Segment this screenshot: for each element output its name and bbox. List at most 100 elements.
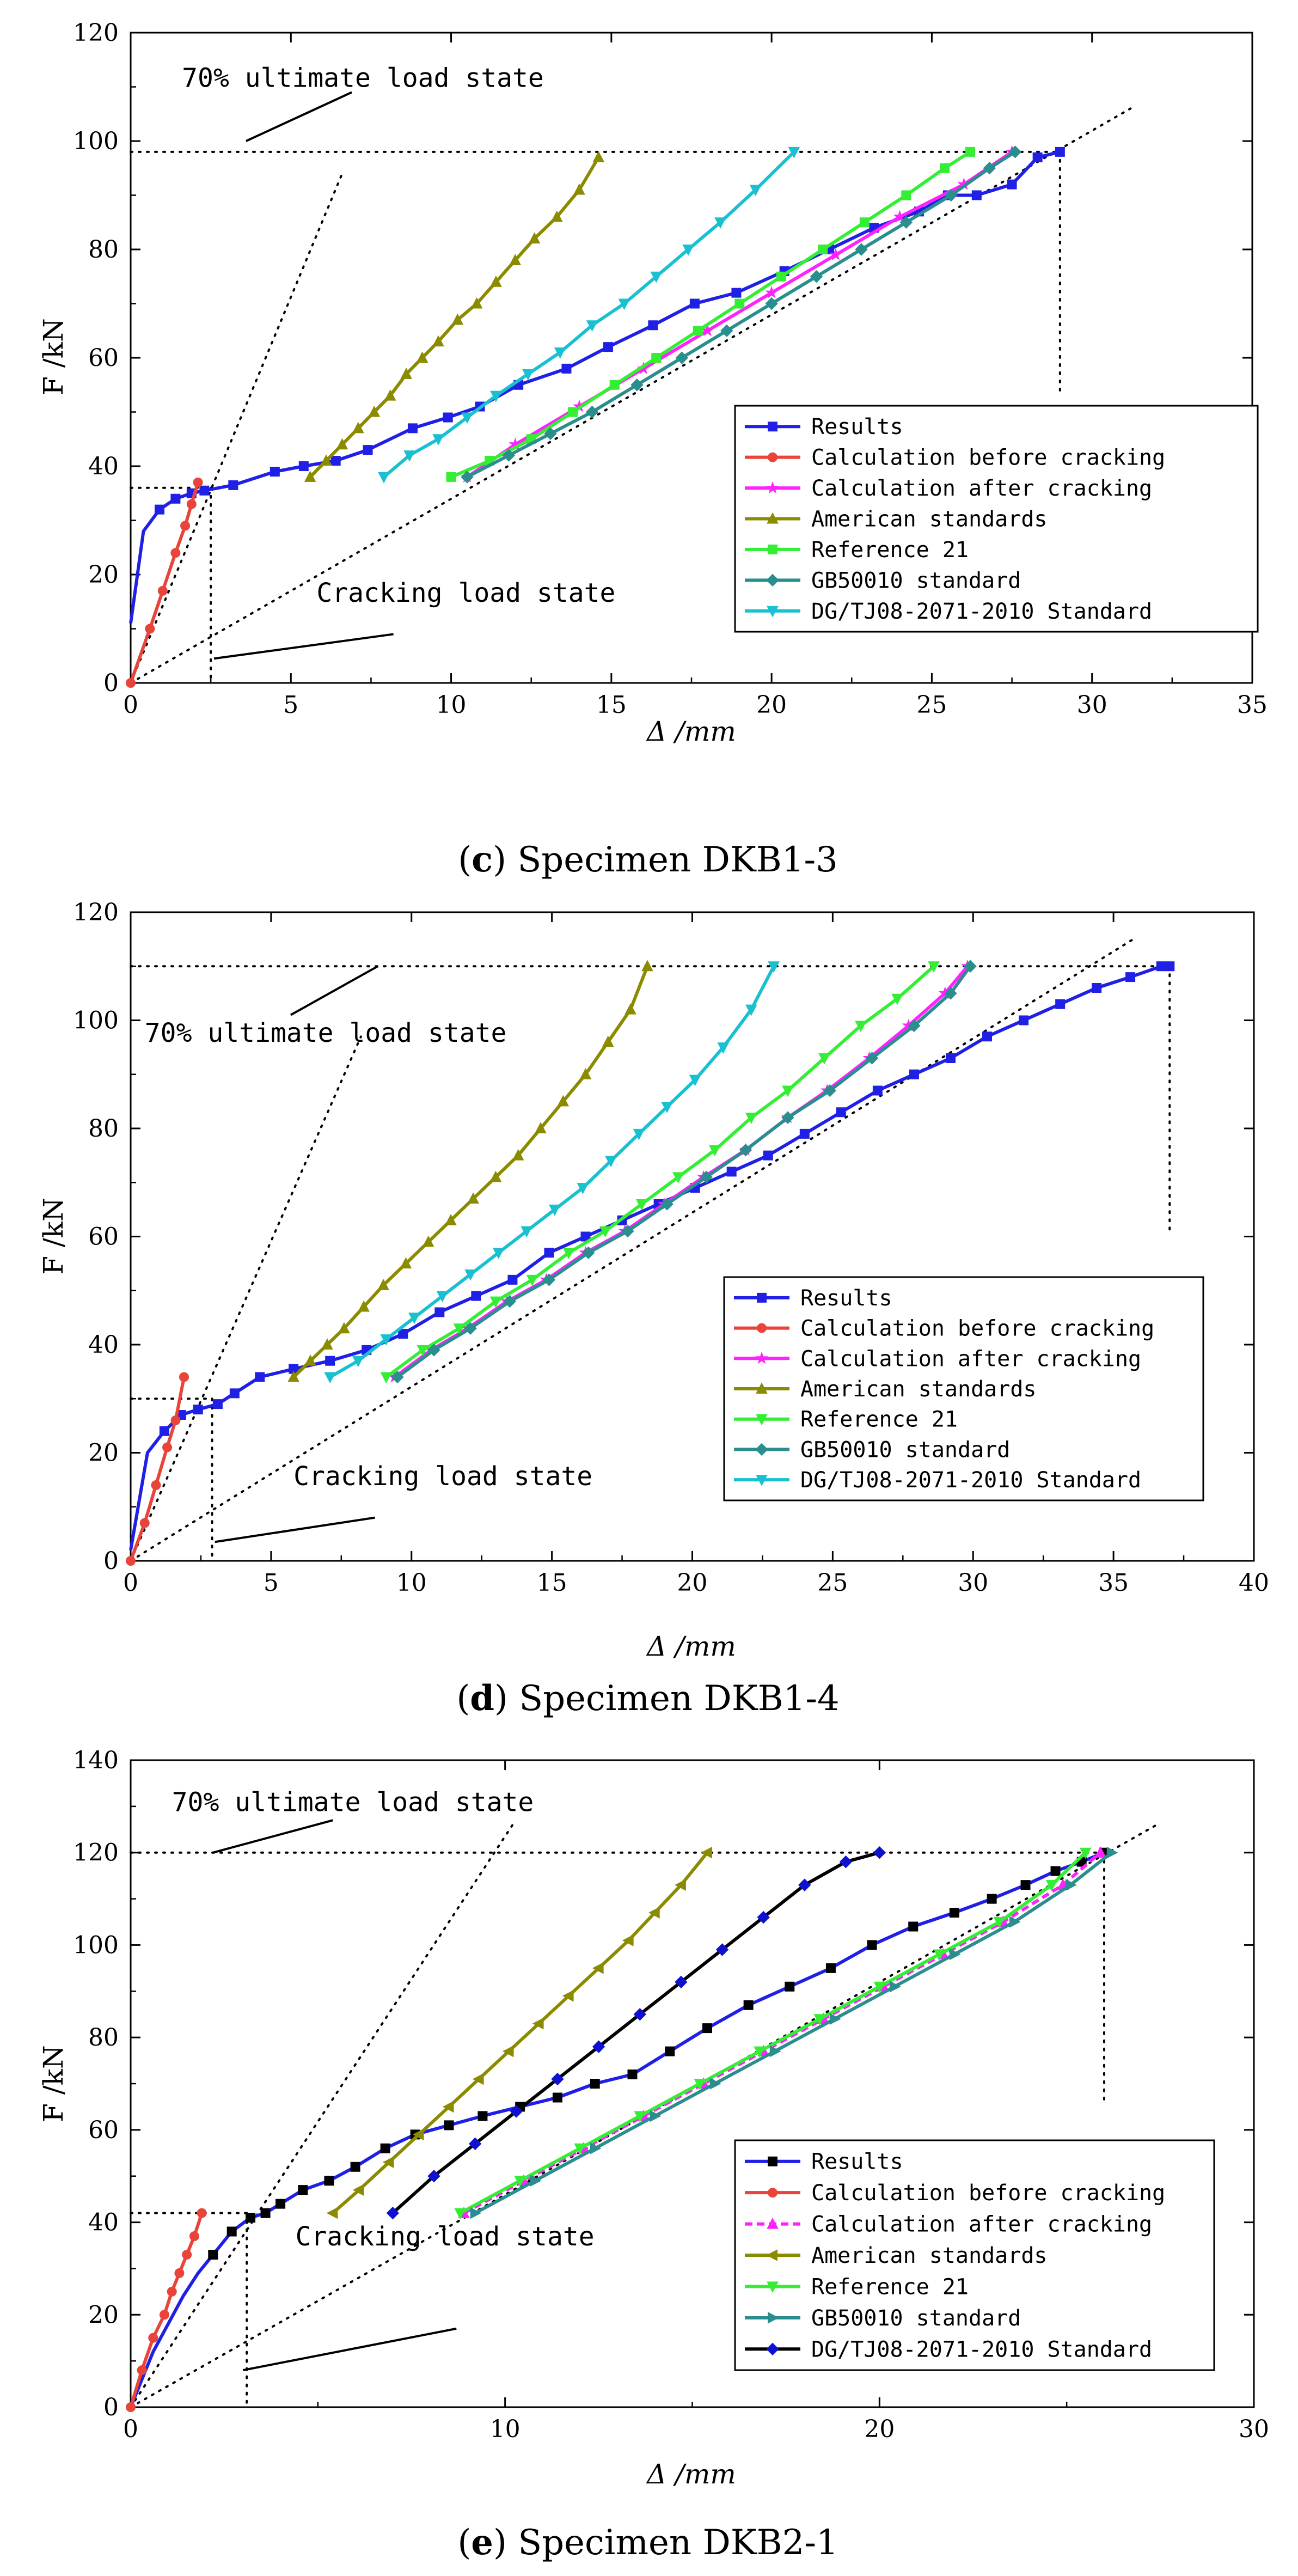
legend-swatch-marker: [767, 2217, 779, 2229]
legend-swatch-marker: [768, 2312, 779, 2324]
y-tick-label: 0: [103, 1547, 119, 1575]
data-point: [823, 1084, 836, 1097]
caption-title: ) Specimen DKB1-3: [493, 840, 838, 880]
ultimate-pointer-line: [290, 965, 378, 1016]
data-point: [965, 146, 976, 157]
data-point: [714, 217, 726, 229]
series-calculation-before-cracking: [126, 477, 203, 688]
y-tick-label: 120: [73, 1839, 119, 1867]
data-point: [453, 1323, 466, 1335]
x-tick-label: 30: [958, 1569, 988, 1597]
data-point: [609, 380, 620, 390]
data-point: [889, 1981, 901, 1993]
data-point: [745, 1004, 757, 1016]
data-point: [199, 485, 210, 496]
data-point: [829, 248, 842, 261]
data-point: [530, 2175, 542, 2187]
legend: Results Calculation before cracking Calcul…: [723, 1276, 1204, 1501]
data-point: [260, 2208, 271, 2218]
data-point: [174, 2268, 185, 2278]
series-line: [129, 1377, 186, 1562]
y-tick-label: 20: [88, 1439, 119, 1467]
initial-stiffness-guide: [130, 1035, 362, 1562]
legend-entry-label: American standards: [800, 1377, 1036, 1402]
data-point: [580, 1231, 591, 1242]
data-point: [1055, 999, 1066, 1009]
data-point: [675, 1879, 686, 1891]
data-point: [352, 1356, 364, 1368]
data-point: [908, 1019, 921, 1033]
data-point: [1050, 1866, 1061, 1876]
data-point: [197, 2208, 207, 2218]
data-point: [445, 1214, 457, 1225]
data-point: [472, 2073, 484, 2085]
y-tick-label: 40: [88, 1331, 119, 1359]
legend-swatch-marker: [756, 1475, 768, 1486]
data-point: [700, 1170, 713, 1184]
ultimate-pointer-line: [212, 1819, 333, 1854]
data-point: [1165, 961, 1175, 972]
data-point: [510, 2105, 523, 2118]
data-point: [813, 2014, 826, 2025]
data-point: [189, 2231, 199, 2242]
data-point: [521, 1226, 533, 1238]
data-point: [490, 390, 502, 402]
legend-entry-label: Calculation after cracking: [811, 2212, 1152, 2237]
data-point: [964, 960, 977, 973]
data-point: [324, 1372, 336, 1384]
data-point: [765, 297, 778, 310]
data-point: [949, 1908, 959, 1918]
series-reference-21: [454, 1847, 1092, 2220]
legend-entry-label: American standards: [811, 2243, 1047, 2268]
data-point: [490, 276, 502, 287]
data-point: [627, 2070, 638, 2080]
data-point: [694, 2079, 706, 2090]
data-point: [503, 1295, 516, 1308]
data-point: [408, 1313, 420, 1324]
data-point: [489, 1296, 502, 1308]
x-tick-label: 10: [490, 2415, 521, 2443]
data-point: [1092, 982, 1102, 993]
legend-entry-label: GB50010 standard: [800, 1437, 1010, 1462]
data-point: [908, 1921, 919, 1932]
data-point: [378, 472, 390, 484]
data-point: [785, 1981, 795, 1992]
data-point: [763, 1150, 773, 1161]
x-tick-label: 30: [1239, 2415, 1269, 2443]
data-point: [624, 1003, 636, 1015]
data-point: [1032, 152, 1043, 162]
cracking-load-annotation: Cracking load state: [316, 578, 615, 608]
data-point: [1009, 1916, 1021, 1928]
legend-entry-label: Calculation after cracking: [811, 476, 1152, 501]
data-point: [893, 210, 907, 223]
data-point: [585, 405, 599, 419]
data-point: [170, 1415, 181, 1425]
x-tick-label: 40: [1239, 1569, 1269, 1597]
data-point: [855, 243, 868, 256]
data-point: [436, 1291, 449, 1303]
data-point: [159, 2310, 169, 2320]
data-point: [661, 1102, 673, 1113]
chart-panel-e: 0 10 20 30 0 20 40 60 80 100 120 140 Δ /mm F /kN 70% u…: [38, 1747, 1269, 2563]
data-point: [400, 1257, 412, 1269]
data-point: [987, 1894, 997, 1904]
data-point: [1019, 1015, 1029, 1025]
legend-entry-label: Reference 21: [811, 538, 969, 563]
data-point: [605, 1156, 617, 1168]
series-line: [459, 1851, 1087, 2215]
data-point: [443, 412, 453, 423]
data-point: [765, 286, 779, 298]
x-tick-label: 10: [436, 691, 467, 719]
series-line: [332, 1851, 709, 2214]
data-point: [528, 232, 541, 244]
y-tick-label: 100: [73, 1007, 119, 1035]
series-dg-tj08-2071-2010-standard: [386, 1846, 886, 2220]
legend-swatch-marker: [757, 1292, 767, 1303]
data-point: [865, 1052, 879, 1065]
data-point: [151, 1480, 161, 1491]
data-point: [522, 369, 534, 381]
data-point: [446, 472, 456, 482]
data-point: [228, 480, 238, 490]
legend-entry-label: Results: [800, 1286, 892, 1311]
data-point: [944, 987, 957, 1000]
